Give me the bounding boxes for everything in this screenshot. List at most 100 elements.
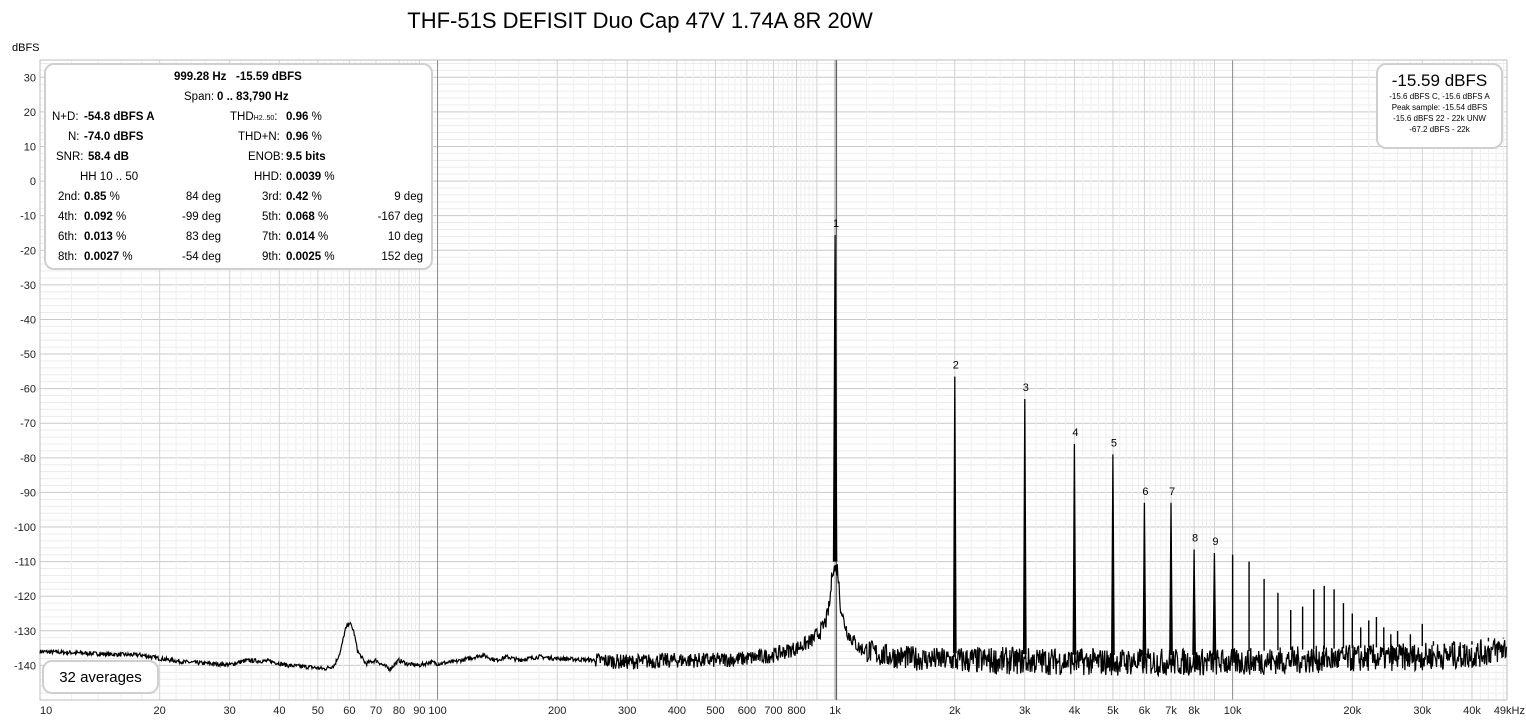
x-tick-label: 800 [787,705,805,717]
x-tick-label: 100 [428,705,446,717]
harmonic-value: 0.068 % [286,211,329,223]
harmonic-label: 6th: [58,231,78,243]
y-tick-label: -60 [20,384,36,396]
enob-label: ENOB: [248,151,284,163]
x-tick-label: 10k [1224,705,1242,717]
x-tick-label: 1k [829,705,841,717]
harmonic-label: 8 [1192,533,1198,545]
harmonic-row: 2nd: 0.85 % 84 deg 3rd: 0.42 % 9 deg [46,191,431,211]
x-tick-label: 10 [40,705,52,717]
y-tick-label: -70 [20,418,36,430]
hh-label: HH 10 .. 50 [80,171,139,183]
y-tick-label: -40 [20,314,36,326]
level-line-3: -15.6 dBFS 22 - 22k UNW [1393,114,1486,123]
harmonic-peak [1142,502,1147,656]
harmonic-peak [1212,552,1217,656]
harmonic-phase: 152 deg [381,251,423,263]
harmonic-label: 4 [1072,427,1078,439]
y-tick-label: 0 [30,176,36,188]
harmonic-peak [952,376,957,654]
x-tick-label: 49kHz [1494,705,1525,717]
harmonic-value: 0.0027 % [84,251,133,263]
x-tick-label: 60 [343,705,355,717]
harmonic-peak [832,234,838,562]
x-tick-label: 8k [1188,705,1200,717]
level-line-2: Peak sample: -15.54 dBFS [1391,103,1488,112]
harmonic-phase: 10 deg [387,231,423,243]
y-tick-label: 30 [24,72,36,84]
harmonic-label: 2 [953,360,959,372]
harmonic-label: 6 [1142,486,1148,498]
y-tick-label: -110 [15,557,36,569]
harmonic-row: 6th: 0.013 % 83 deg 7th: 0.014 % 10 deg [46,231,431,251]
averages-badge[interactable]: 32 averages [42,660,159,694]
hhd-label: HHD: [254,171,283,183]
harmonic-label: 7th: [262,231,282,243]
x-tick-label: 80 [393,705,405,717]
x-tick-label: 20k [1343,705,1361,717]
plot-frame [39,59,1508,701]
harmonic-phase: -167 deg [377,211,423,223]
x-tick-label: 5k [1107,705,1119,717]
harmonic-label: 4th: [58,211,78,223]
x-tick-label: 7k [1165,705,1177,717]
y-axis-label: dBFS [12,42,40,54]
harmonic-label: 5th: [262,211,282,223]
harmonic-label: 7 [1169,486,1175,498]
harmonic-value: 0.014 % [286,231,329,243]
x-tick-label: 40k [1463,705,1481,717]
harmonic-label: 9th: [262,251,282,263]
nd-label: N+D: [52,111,79,123]
y-tick-label: -100 [14,522,36,534]
harmonic-phase: -99 deg [181,211,221,223]
harmonic-peak [1169,502,1173,656]
snr-label: SNR: [56,151,84,163]
snr-value: 58.4 dB [88,151,129,163]
x-tick-label: 4k [1069,705,1081,717]
x-tick-label: 30k [1413,705,1431,717]
harmonic-peak [1022,398,1027,655]
span-label: Span: [184,91,215,103]
harmonic-phase: -54 deg [181,251,221,263]
x-tick-label: 20 [154,705,166,717]
harmonic-label: 8th: [58,251,78,263]
y-tick-label: 10 [24,141,36,153]
level-line-1: -15.6 dBFS C, -15.6 dBFS A [1389,92,1490,101]
y-tick-label: -120 [14,591,36,603]
chart-title: THF-51S DEFISIT Duo Cap 47V 1.74A 8R 20W [407,8,873,33]
x-tick-label: 600 [738,705,756,717]
harmonic-value: 0.013 % [84,231,127,243]
hhd-value: 0.0039 % [286,171,335,183]
y-tick-label: -90 [20,487,36,499]
x-tick-label: 50 [312,705,324,717]
thdn-label: THD+N: [238,131,280,143]
harmonic-label: 2nd: [58,191,81,203]
y-axis-ticks: 30 20 10 0 -10 -20 -30 -40 -50 -60 -70 -80 -90 -100 -1… [14,72,36,672]
span-value: 0 .. 83,790 Hz [217,91,289,103]
y-tick-label: -30 [20,280,36,292]
x-tick-label: 2k [949,705,961,717]
harmonic-peak [1111,454,1115,656]
harmonic-row: 8th: 0.0027 % -54 deg 9th: 0.0025 % 152 deg [46,251,431,271]
y-tick-label: -50 [20,349,36,361]
level-panel[interactable]: -15.59 dBFS -15.6 dBFS C, -15.6 dBFS A P… [1376,63,1503,149]
harmonic-peak [1192,549,1196,656]
level-line-4: -67.2 dBFS - 22k [1409,125,1470,134]
x-tick-label: 700 [764,705,782,717]
stats-panel[interactable]: 999.28 Hz -15.59 dBFS Span: 0 .. 83,790 … [44,63,433,270]
harmonic-label: 1 [833,218,839,230]
harmonic-phase: 84 deg [185,191,221,203]
harmonic-label: 5 [1111,437,1117,449]
x-tick-label: 40 [273,705,285,717]
harmonic-labels: 1 2 3 4 5 6 7 8 9 [833,218,1218,548]
harmonic-value: 0.42 % [286,191,322,203]
y-tick-label: -20 [20,245,36,257]
harmonic-label: 9 [1212,536,1218,548]
nd-value: -54.8 dBFS A [84,111,155,123]
harmonic-peak [1072,443,1077,655]
x-tick-label: 300 [618,705,636,717]
n-label: N: [68,131,80,143]
enob-value: 9.5 bits [286,151,326,163]
x-tick-label: 3k [1019,705,1031,717]
x-tick-label: 500 [706,705,724,717]
